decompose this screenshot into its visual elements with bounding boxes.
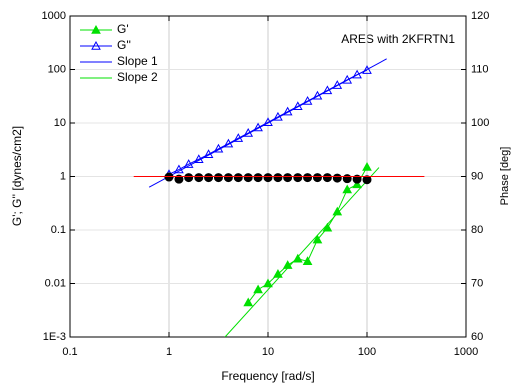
marker bbox=[312, 173, 322, 183]
legend-label: Slope 1 bbox=[117, 54, 158, 68]
marker bbox=[342, 184, 353, 194]
marker bbox=[204, 173, 214, 183]
marker bbox=[362, 162, 372, 171]
y2-tick-label: 120 bbox=[471, 10, 489, 22]
marker bbox=[302, 256, 313, 265]
marker bbox=[233, 173, 243, 183]
marker bbox=[322, 173, 332, 183]
marker bbox=[213, 173, 223, 183]
marker bbox=[223, 173, 233, 183]
x-tick-label: 1000 bbox=[454, 346, 478, 358]
y-axis-label: G'; G'' [dynes/cm2] bbox=[10, 126, 24, 226]
x-tick-label: 10 bbox=[262, 346, 274, 358]
x-tick-label: 100 bbox=[358, 346, 376, 358]
y-tick-label: 10 bbox=[54, 117, 66, 129]
legend-label: G'' bbox=[117, 38, 131, 52]
series-line bbox=[224, 167, 380, 337]
y2-tick-label: 80 bbox=[471, 224, 483, 236]
y-tick-label: 1 bbox=[60, 170, 66, 182]
series-line bbox=[148, 58, 387, 188]
marker bbox=[342, 174, 352, 184]
marker bbox=[293, 173, 303, 183]
marker bbox=[273, 173, 283, 183]
marker bbox=[243, 297, 254, 307]
marker bbox=[243, 173, 253, 183]
annotation: ARES with 2KFRTN1 bbox=[341, 32, 455, 46]
y2-tick-label: 70 bbox=[471, 277, 483, 289]
marker bbox=[164, 172, 174, 182]
y2-tick-label: 90 bbox=[471, 170, 483, 182]
y-tick-label: 0.01 bbox=[45, 277, 66, 289]
marker bbox=[292, 253, 303, 263]
marker bbox=[362, 175, 372, 185]
marker bbox=[352, 179, 362, 189]
y-tick-label: 0.1 bbox=[51, 224, 66, 236]
marker bbox=[174, 164, 184, 174]
marker bbox=[91, 40, 101, 50]
marker bbox=[352, 174, 362, 184]
marker bbox=[253, 284, 263, 294]
y-tick-label: 1E-3 bbox=[43, 331, 66, 343]
legend-label: G' bbox=[117, 22, 129, 36]
marker bbox=[312, 234, 323, 244]
marker bbox=[91, 24, 101, 34]
plot-frame bbox=[69, 15, 467, 338]
marker bbox=[174, 174, 184, 184]
marker bbox=[194, 173, 204, 183]
marker bbox=[263, 278, 273, 288]
y2-tick-label: 110 bbox=[471, 63, 489, 75]
x-tick-label: 1 bbox=[166, 346, 172, 358]
marker bbox=[184, 173, 194, 183]
x-tick-label: 0.1 bbox=[62, 346, 77, 358]
plot-area bbox=[133, 58, 425, 337]
x-axis-label: Frequency [rad/s] bbox=[221, 369, 314, 383]
y2-tick-label: 100 bbox=[471, 117, 489, 129]
y-tick-label: 100 bbox=[48, 63, 66, 75]
marker bbox=[303, 173, 313, 183]
y2-tick-label: 60 bbox=[471, 331, 483, 343]
marker bbox=[283, 173, 293, 183]
marker bbox=[253, 173, 263, 183]
y2-axis-label: Phase [deg] bbox=[499, 147, 511, 206]
marker bbox=[273, 269, 283, 278]
y-tick-label: 1000 bbox=[42, 10, 66, 22]
marker bbox=[362, 65, 372, 74]
marker bbox=[322, 222, 333, 232]
marker bbox=[263, 173, 273, 183]
legend-label: Slope 2 bbox=[117, 70, 158, 84]
marker bbox=[183, 159, 194, 168]
marker bbox=[332, 173, 342, 183]
